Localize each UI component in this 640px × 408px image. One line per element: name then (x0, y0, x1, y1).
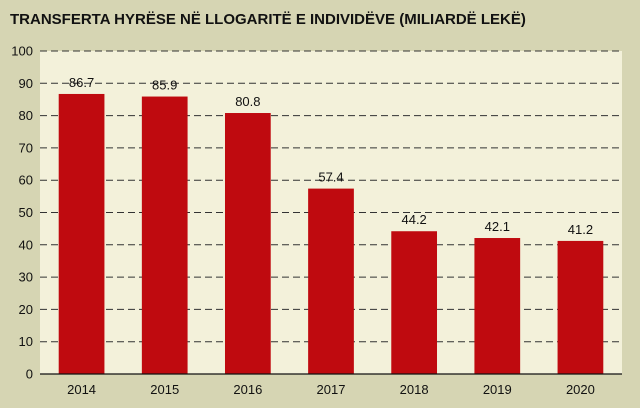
x-tick-label: 2020 (566, 382, 595, 397)
x-tick-label: 2015 (150, 382, 179, 397)
data-label-2020: 41.2 (568, 222, 593, 237)
x-tick-label: 2016 (233, 382, 262, 397)
data-label-2015: 85.9 (152, 78, 177, 93)
bar-2015 (141, 96, 188, 374)
y-axis-ticks: 0 10 20 30 40 50 60 70 80 90 100 (11, 44, 33, 382)
x-tick-label: 2017 (317, 382, 346, 397)
data-label-2014: 86.7 (69, 75, 94, 90)
y-tick-label: 30 (19, 270, 33, 285)
y-tick-label: 80 (19, 108, 33, 123)
data-label-2016: 80.8 (235, 94, 260, 109)
y-tick-label: 20 (19, 302, 33, 317)
y-tick-label: 60 (19, 173, 33, 188)
y-tick-label: 0 (26, 367, 33, 382)
y-tick-label: 10 (19, 334, 33, 349)
x-tick-label: 2014 (67, 382, 96, 397)
y-tick-label: 90 (19, 76, 33, 91)
data-label-2018: 44.2 (401, 212, 426, 227)
bar-2020 (557, 240, 604, 374)
x-axis-ticks: 2014 2015 2016 2017 2018 2019 2020 (67, 382, 595, 397)
bars (58, 93, 604, 375)
bar-2018 (391, 231, 438, 374)
y-tick-label: 70 (19, 140, 33, 155)
x-tick-label: 2018 (400, 382, 429, 397)
data-label-2019: 42.1 (485, 219, 510, 234)
chart-title: TRANSFERTA HYRËSE NË LLOGARITË E INDIVID… (10, 11, 526, 28)
bar-2017 (308, 188, 354, 374)
bar-2014 (58, 93, 105, 375)
bar-2016 (224, 113, 271, 375)
bar-2019 (474, 238, 521, 374)
data-labels: 86.7 85.9 80.8 57.4 44.2 42.1 41.2 (69, 75, 593, 237)
data-label-2017: 57.4 (318, 170, 343, 185)
y-tick-label: 100 (11, 44, 33, 59)
y-tick-label: 50 (19, 205, 33, 220)
x-tick-label: 2019 (483, 382, 512, 397)
y-tick-label: 40 (19, 237, 33, 252)
